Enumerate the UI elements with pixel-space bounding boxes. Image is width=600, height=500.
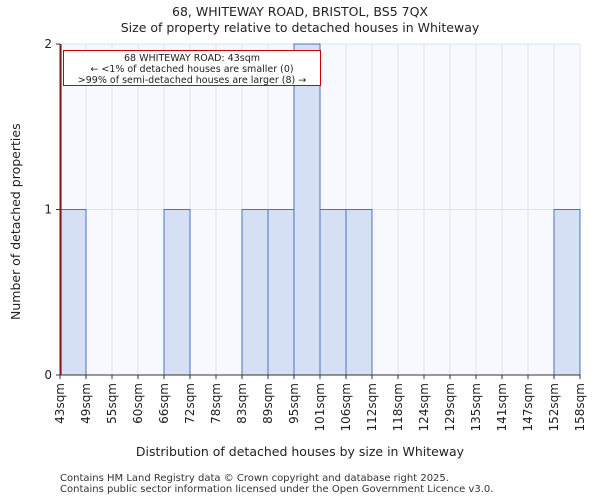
x-tick-label: 72sqm (183, 383, 197, 424)
x-tick-label: 78sqm (209, 383, 223, 424)
x-tick-label: 135sqm (469, 383, 483, 431)
bar (293, 43, 321, 376)
y-tick-label: 2 (44, 37, 52, 51)
x-tick-label: 60sqm (131, 383, 145, 424)
annotation-line-1: 68 WHITEWAY ROAD: 43sqm (124, 53, 260, 64)
x-tick-label: 124sqm (417, 383, 431, 431)
x-tick-label: 118sqm (391, 383, 405, 431)
x-tick-label: 95sqm (287, 383, 301, 424)
x-tick-label: 147sqm (521, 383, 535, 431)
bar (241, 209, 269, 376)
y-axis-label: Number of detached properties (8, 123, 23, 320)
footer-line-1: Contains HM Land Registry data © Crown c… (60, 473, 449, 484)
x-tick-label: 49sqm (79, 383, 93, 424)
annotation-line-3: >99% of semi-detached houses are larger … (77, 75, 307, 86)
x-tick-label: 83sqm (235, 383, 249, 424)
y-tick-label: 0 (44, 368, 52, 382)
footer-line-2: Contains public sector information licen… (60, 484, 494, 495)
property-annotation: 68 WHITEWAY ROAD: 43sqm ← <1% of detache… (63, 50, 321, 86)
x-tick-label: 89sqm (261, 383, 275, 424)
x-tick-label: 106sqm (339, 383, 353, 431)
x-tick-label: 43sqm (53, 383, 67, 424)
bar (553, 209, 581, 376)
bar (163, 209, 191, 376)
chart-subtitle: Size of property relative to detached ho… (120, 20, 480, 35)
x-axis-label: Distribution of detached houses by size … (135, 444, 465, 459)
x-tick-label: 112sqm (365, 383, 379, 431)
bar (267, 209, 295, 376)
x-tick-label: 101sqm (313, 383, 327, 431)
y-tick-label: 1 (44, 203, 52, 217)
x-tick-label: 152sqm (547, 383, 561, 431)
bar (59, 209, 87, 376)
bar (345, 209, 373, 376)
x-tick-label: 66sqm (157, 383, 171, 424)
x-tick-label: 129sqm (443, 383, 457, 431)
chart-title: 68, WHITEWAY ROAD, BRISTOL, BS5 7QX (172, 4, 428, 19)
x-tick-label: 141sqm (495, 383, 509, 431)
x-tick-label: 158sqm (573, 383, 587, 431)
bar (319, 209, 347, 376)
x-tick-label: 55sqm (105, 383, 119, 424)
annotation-line-2: ← <1% of detached houses are smaller (0) (90, 64, 294, 75)
